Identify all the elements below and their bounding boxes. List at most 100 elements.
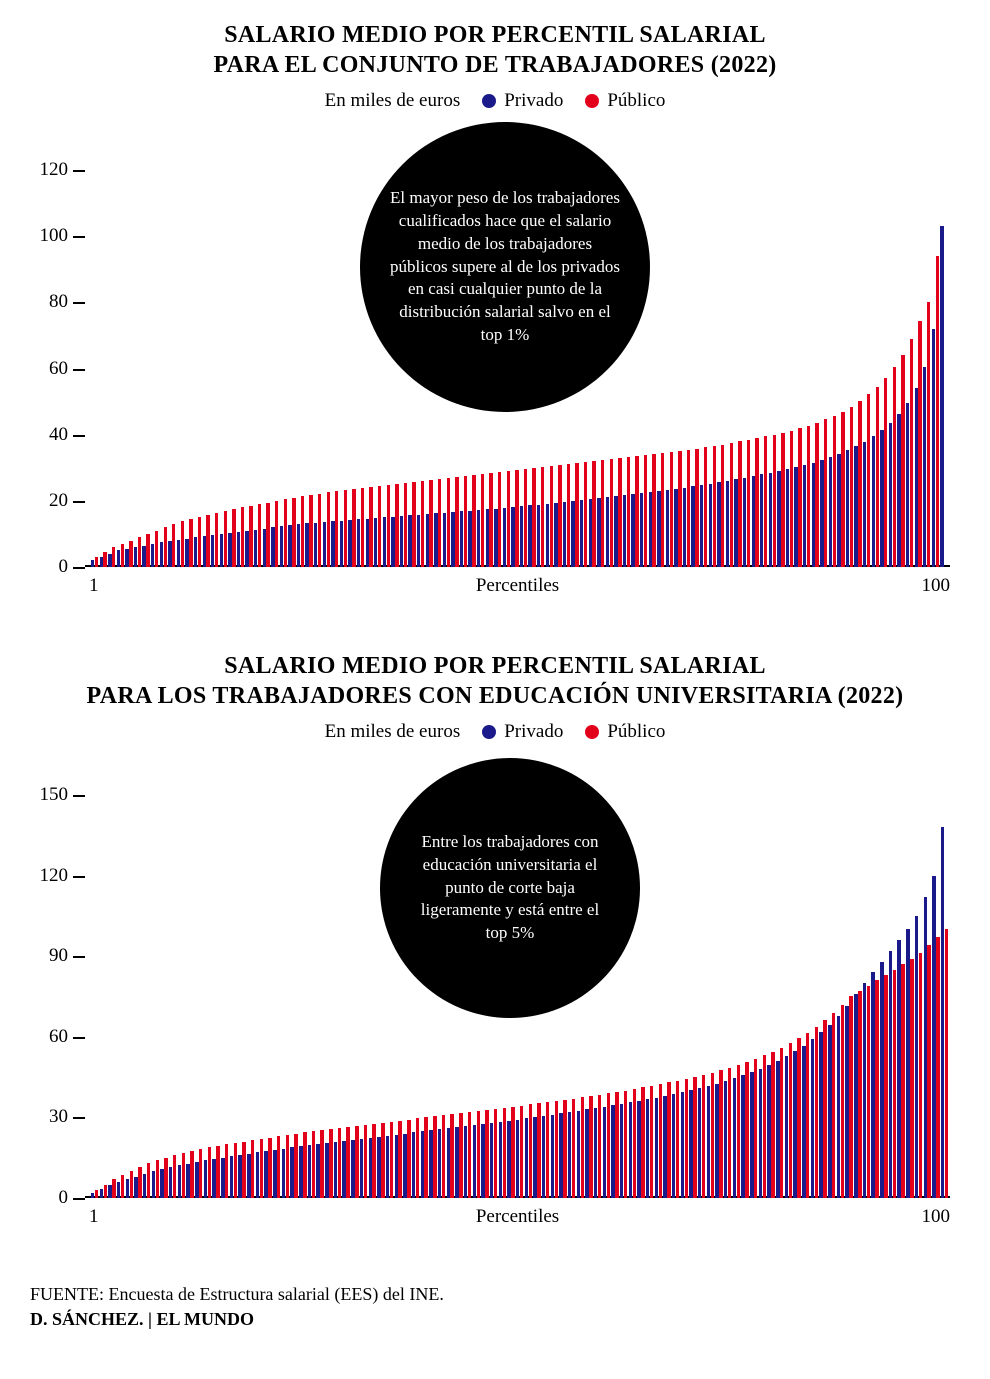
bar-group (743, 137, 750, 567)
bar-publico (312, 1131, 315, 1198)
bar-publico (773, 435, 776, 567)
bar-privado (611, 1105, 614, 1198)
bar-privado (238, 1155, 241, 1198)
bar-publico (901, 355, 904, 567)
bar-privado (134, 1177, 137, 1199)
bar-publico (459, 1113, 462, 1198)
bar-group (280, 137, 287, 567)
bar-privado (786, 469, 789, 567)
bar-publico (121, 1175, 124, 1198)
bar-publico (303, 1132, 306, 1198)
bar-privado (871, 972, 874, 1198)
bar-group (915, 137, 922, 567)
bar-group (845, 768, 852, 1198)
bar-privado (623, 495, 626, 567)
bar-privado (906, 403, 909, 567)
bar-group (377, 768, 384, 1198)
bar-privado (377, 1137, 380, 1198)
bar-publico (155, 531, 158, 567)
bar-privado (511, 507, 514, 567)
bar-publico (730, 443, 733, 567)
bar-group (134, 137, 141, 567)
bar-publico (189, 519, 192, 567)
bar-privado (520, 506, 523, 567)
y-label: 60 (30, 1026, 68, 1048)
bar-group (715, 768, 722, 1198)
bar-privado (194, 537, 197, 567)
bar-group (264, 768, 271, 1198)
bar-privado (160, 542, 163, 567)
bar-privado (108, 554, 111, 567)
bar-privado (342, 1141, 345, 1198)
bar-publico (789, 1043, 792, 1198)
bar-publico (806, 1033, 809, 1198)
bar-privado (331, 521, 334, 567)
bar-publico (849, 996, 852, 1198)
bar-publico (164, 527, 167, 567)
bar-group (811, 768, 818, 1198)
bar-privado (709, 484, 712, 567)
bar-privado (854, 446, 857, 567)
legend-item-privado: Privado (482, 90, 563, 112)
bar-privado (629, 1102, 632, 1198)
chart2-title-line1: SALARIO MEDIO POR PERCENTIL SALARIAL (224, 653, 766, 679)
bar-privado (589, 499, 592, 567)
y-label: 40 (30, 424, 68, 446)
bar-group (212, 768, 219, 1198)
bar-group (177, 137, 184, 567)
bar-privado (837, 454, 840, 567)
bar-publico (754, 1059, 757, 1198)
bar-group (134, 768, 141, 1198)
bar-privado (915, 388, 918, 567)
chart2-xlabel-center: Percentiles (476, 1206, 559, 1228)
bar-publico (584, 462, 587, 567)
bar-privado (577, 1111, 580, 1198)
bar-privado (906, 929, 909, 1198)
bar-group (897, 768, 904, 1198)
bar-privado (308, 1145, 311, 1198)
bar-publico (395, 484, 398, 567)
bar-privado (563, 502, 566, 567)
bar-privado (314, 523, 317, 567)
bar-privado (915, 916, 918, 1198)
swatch-privado (482, 94, 496, 108)
bar-privado (724, 1081, 727, 1198)
bar-group (649, 137, 656, 567)
bar-group (331, 137, 338, 567)
bar-group (812, 137, 819, 567)
bar-group (709, 137, 716, 567)
bar-group (769, 137, 776, 567)
bar-privado (374, 518, 377, 567)
bar-group (803, 137, 810, 567)
bar-privado (897, 940, 900, 1198)
bar-privado (247, 1154, 250, 1198)
bar-publico (592, 461, 595, 567)
bar-group (793, 768, 800, 1198)
bar-privado (794, 467, 797, 567)
bar-group (126, 768, 133, 1198)
bar-privado (169, 1167, 172, 1198)
bar-group (263, 137, 270, 567)
bar-publico (438, 479, 441, 567)
legend-label-privado-2: Privado (504, 721, 563, 743)
y-label: 30 (30, 1106, 68, 1128)
bar-group (186, 768, 193, 1198)
bar-publico (670, 452, 673, 567)
bar-group (211, 137, 218, 567)
bar-publico (555, 1101, 558, 1198)
bar-publico (181, 521, 184, 567)
bar-group (820, 137, 827, 567)
y-label: 60 (30, 358, 68, 380)
bar-publico (489, 473, 492, 567)
bar-privado (221, 1158, 224, 1198)
bar-publico (644, 455, 647, 567)
bar-privado (280, 526, 283, 567)
bar-publico (95, 557, 98, 567)
bar-privado (254, 530, 257, 567)
bar-publico (833, 416, 836, 567)
bar-group (837, 768, 844, 1198)
bar-publico (936, 937, 939, 1198)
bar-publico (477, 1111, 480, 1198)
bar-privado (325, 1143, 328, 1198)
y-tick (73, 795, 85, 797)
